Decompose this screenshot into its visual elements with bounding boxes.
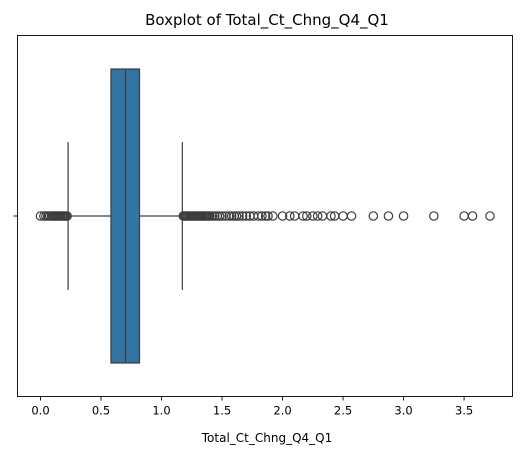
- x-axis-label: Total_Ct_Chng_Q4_Q1: [201, 431, 332, 445]
- x-axis: 0.0 0.5 1.0 1.5 2.0 2.5 3.0 3.5: [13, 215, 473, 418]
- outlier-point-high: [217, 211, 227, 221]
- outlier-point-low: [35, 211, 46, 221]
- outlier-point-high: [429, 211, 439, 221]
- x-tick-label: 2.0: [273, 404, 291, 418]
- outlier-point-high: [234, 211, 244, 221]
- outlier-point-high: [257, 211, 267, 221]
- outlier-point-high: [485, 211, 495, 221]
- x-tick-label: 1.0: [152, 404, 170, 418]
- outlier-point-high: [260, 211, 271, 221]
- outlier-point-high: [459, 211, 469, 221]
- outlier-point-high: [308, 211, 318, 221]
- outlier-point-high: [398, 211, 409, 221]
- x-tick-label: 0.0: [31, 404, 49, 418]
- x-tick-label: 0.5: [92, 404, 110, 418]
- outlier-point-high: [317, 211, 328, 221]
- outlier-point-high: [368, 211, 379, 221]
- outlier-point-high: [214, 211, 225, 221]
- outlier-point-high: [207, 211, 218, 221]
- chart-title: Boxplot of Total_Ct_Chng_Q4_Q1: [145, 11, 389, 30]
- outlier-point-high: [277, 211, 288, 221]
- outlier-point-high: [226, 211, 237, 221]
- plot-area: [35, 68, 495, 364]
- outlier-point-high: [209, 211, 220, 221]
- outlier-point-high: [298, 211, 308, 221]
- outlier-point-high: [237, 211, 248, 221]
- outlier-point-high: [289, 211, 300, 221]
- x-tick-label: 3.5: [455, 404, 473, 418]
- outlier-point-high: [231, 211, 242, 221]
- outlier-point-high: [253, 211, 264, 221]
- x-tick-label: 1.5: [213, 404, 231, 418]
- outlier-point-high: [224, 211, 235, 221]
- outlier-point-high: [326, 211, 336, 221]
- outlier-point-high: [263, 211, 273, 221]
- outlier-point-high: [467, 211, 478, 221]
- outlier-point-high: [205, 211, 215, 221]
- outlier-point-high: [285, 211, 295, 221]
- x-tick-label: 2.5: [334, 404, 352, 418]
- outlier-point-high: [312, 211, 323, 221]
- outlier-point-low: [62, 211, 72, 221]
- outlier-point-high: [338, 211, 348, 221]
- outlier-point-high: [346, 211, 357, 221]
- outlier-point-high: [241, 211, 252, 221]
- outlier-point-high: [383, 211, 394, 221]
- outlier-point-high: [268, 211, 278, 221]
- x-tick-label: 3.0: [394, 404, 412, 418]
- outlier-point-high: [301, 211, 312, 221]
